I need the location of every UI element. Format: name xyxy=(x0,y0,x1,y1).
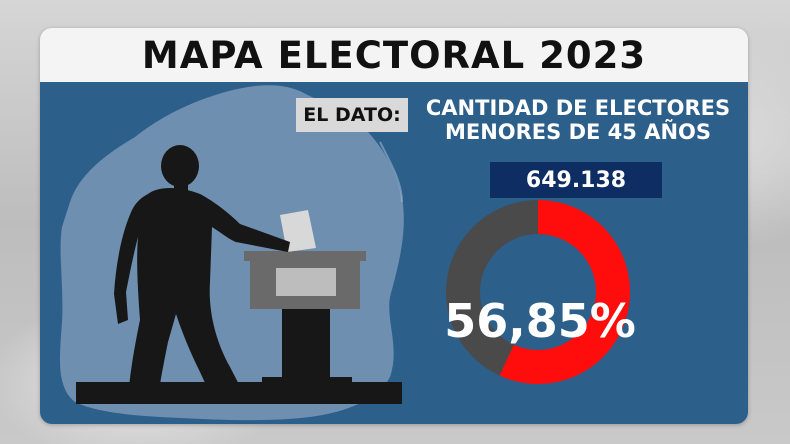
value-label: 649.138 xyxy=(525,167,627,193)
page-title: MAPA ELECTORAL 2023 xyxy=(141,33,647,77)
ballot-paper xyxy=(280,210,316,252)
illustration xyxy=(59,85,630,421)
donut-rest-segment xyxy=(446,200,538,376)
title-bar: MAPA ELECTORAL 2023 xyxy=(40,28,748,82)
headline-line-2: MENORES DE 45 AÑOS xyxy=(444,120,712,144)
percentage-label: 56,85% xyxy=(444,294,636,348)
dato-badge: EL DATO: xyxy=(296,98,408,132)
donut-highlight-segment xyxy=(499,200,630,384)
donut-chart xyxy=(446,200,630,384)
dato-label: EL DATO: xyxy=(303,104,401,126)
headline: CANTIDAD DE ELECTORES MENORES DE 45 AÑOS xyxy=(422,96,734,144)
electoral-card: MAPA ELECTORAL 2023 xyxy=(40,28,748,424)
headline-line-1: CANTIDAD DE ELECTORES xyxy=(425,96,731,120)
voter-silhouette-icon xyxy=(114,145,290,404)
value-box: 649.138 xyxy=(490,162,662,198)
info-panel: EL DATO: CANTIDAD DE ELECTORES MENORES D… xyxy=(40,82,748,424)
ballot-box-icon xyxy=(244,251,366,385)
